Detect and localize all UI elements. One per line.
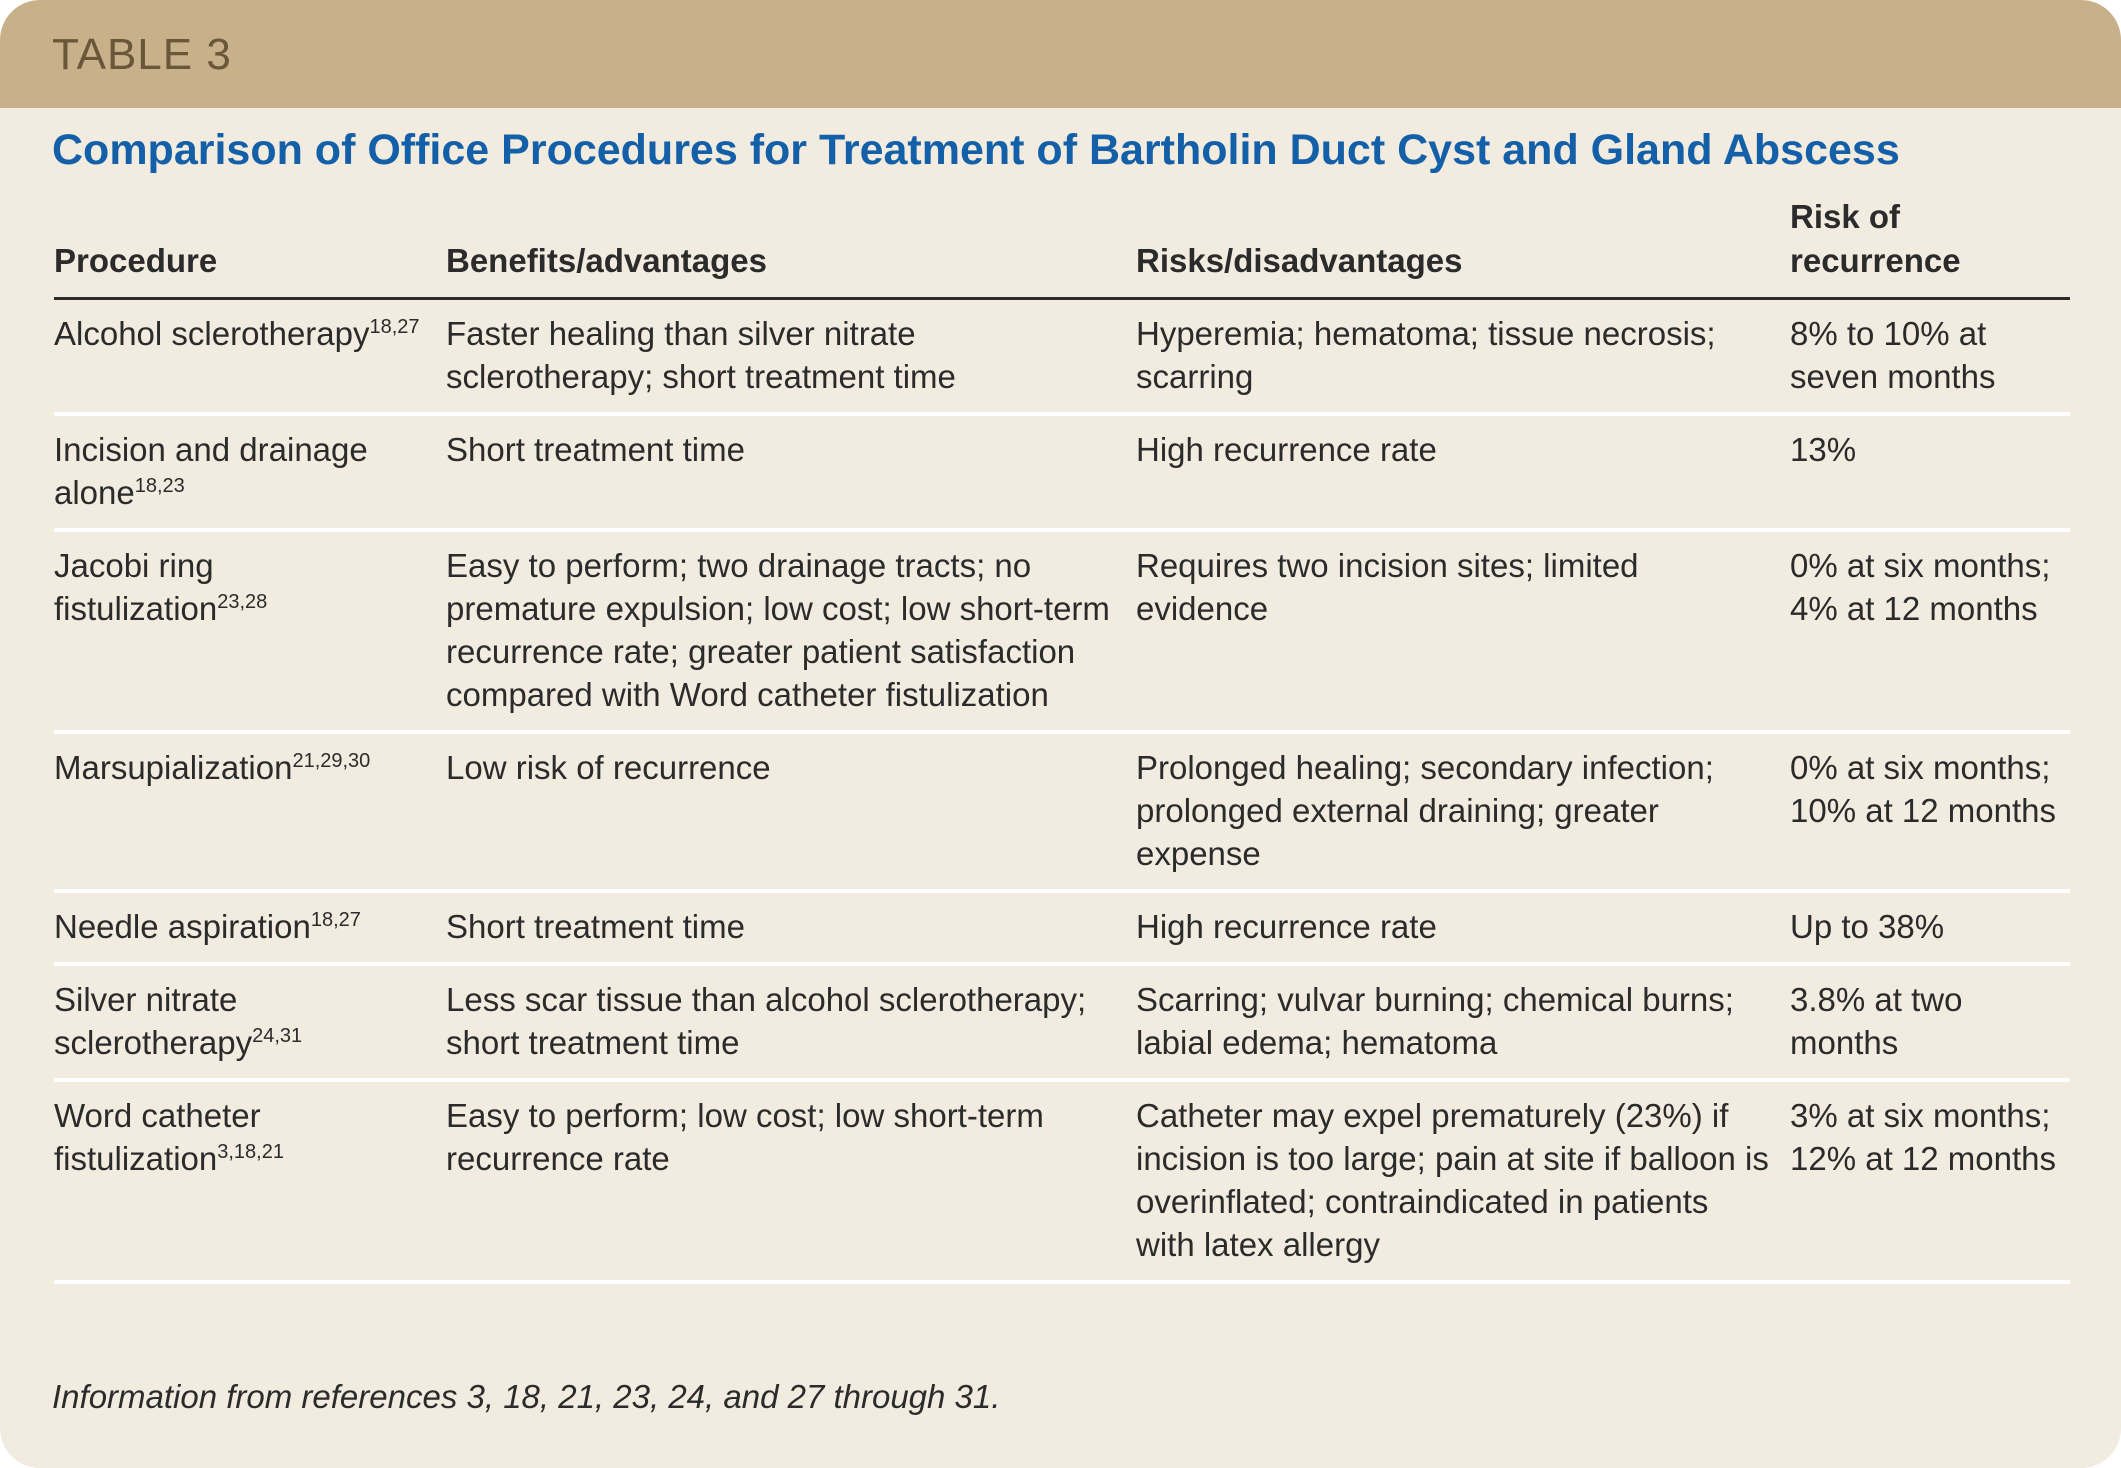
procedure-name: Word catheter fistulization [54,1097,261,1177]
reference-numbers: 18,27 [310,909,361,931]
column-header: Procedure [54,195,446,300]
column-header: Benefits/advantages [446,195,1136,300]
procedure-name: Marsupialization [54,749,293,786]
benefits-cell: Easy to perform; low cost; low short-ter… [446,1080,1136,1284]
table-title: Comparison of Office Procedures for Trea… [52,126,1900,174]
benefits-cell: Short treatment time [446,414,1136,532]
procedure-cell: Silver nitrate sclerotherapy24,31 [54,964,446,1082]
column-header: Risk of recurrence [1790,195,2070,300]
table-row: Silver nitrate sclerotherapy24,31 Less sc… [54,964,2070,1082]
risks-cell: High recurrence rate [1136,891,1790,966]
risks-cell: Prolonged healing; secondary infection; … [1136,732,1790,893]
table-row: Incision and drainage alone18,23 Short tr… [54,414,2070,532]
procedure-name: Silver nitrate sclerotherapy [54,981,253,1061]
table-label: TABLE 3 [52,30,232,79]
recurrence-cell: 3% at six months; 12% at 12 months [1790,1080,2070,1284]
risks-cell: Catheter may expel prematurely (23%) if … [1136,1080,1790,1284]
column-header: Risks/disadvantages [1136,195,1790,300]
recurrence-cell: 3.8% at two months [1790,964,2070,1082]
procedure-cell: Incision and drainage alone18,23 [54,414,446,532]
risks-cell: Hyperemia; hematoma; tissue necrosis; sc… [1136,298,1790,416]
recurrence-cell: 13% [1790,414,2070,532]
risks-cell: Requires two incision sites; limited evi… [1136,530,1790,734]
footnote: Information from references 3, 18, 21, 2… [52,1378,1001,1415]
risks-cell: High recurrence rate [1136,414,1790,532]
reference-numbers: 24,31 [252,1025,303,1047]
procedures-table: Procedure Benefits/advantages Risks/disadv… [54,195,2070,1284]
benefits-cell: Easy to perform; two drainage tracts; no… [446,530,1136,734]
procedure-cell: Marsupialization21,29,30 [54,732,446,893]
procedure-name: Jacobi ring fistulization [54,547,218,627]
procedure-cell: Needle aspiration18,27 [54,891,446,966]
procedure-name: Alcohol sclerotherapy [54,315,370,352]
header-row: Procedure Benefits/advantages Risks/disadv… [54,195,2070,300]
recurrence-cell: 8% to 10% at seven months [1790,298,2070,416]
benefits-cell: Short treatment time [446,891,1136,966]
table-row: Needle aspiration18,27 Short treatment ti… [54,891,2070,966]
table-row: Word catheter fistulization3,18,21 Easy t… [54,1080,2070,1284]
reference-numbers: 21,29,30 [292,750,371,772]
procedure-cell: Word catheter fistulization3,18,21 [54,1080,446,1284]
recurrence-cell: 0% at six months; 4% at 12 months [1790,530,2070,734]
reference-numbers: 23,28 [217,591,268,613]
benefits-cell: Low risk of recurrence [446,732,1136,893]
reference-numbers: 18,23 [134,475,185,497]
procedure-name: Incision and drainage alone [54,431,368,511]
risks-cell: Scarring; vulvar burning; chemical burns… [1136,964,1790,1082]
reference-numbers: 3,18,21 [217,1141,284,1163]
procedure-name: Needle aspiration [54,908,311,945]
recurrence-cell: 0% at six months; 10% at 12 months [1790,732,2070,893]
benefits-cell: Less scar tissue than alcohol sclerother… [446,964,1136,1082]
table-row: Alcohol sclerotherapy18,27 Faster healing… [54,298,2070,416]
table-row: Jacobi ring fistulization23,28 Easy to pe… [54,530,2070,734]
reference-numbers: 18,27 [369,316,420,338]
procedure-cell: Jacobi ring fistulization23,28 [54,530,446,734]
table-body: Alcohol sclerotherapy18,27 Faster healing… [54,298,2070,1284]
table-row: Marsupialization21,29,30 Low risk of recu… [54,732,2070,893]
header-band [0,0,2121,108]
procedure-cell: Alcohol sclerotherapy18,27 [54,298,446,416]
benefits-cell: Faster healing than silver nitrate scler… [446,298,1136,416]
recurrence-cell: Up to 38% [1790,891,2070,966]
